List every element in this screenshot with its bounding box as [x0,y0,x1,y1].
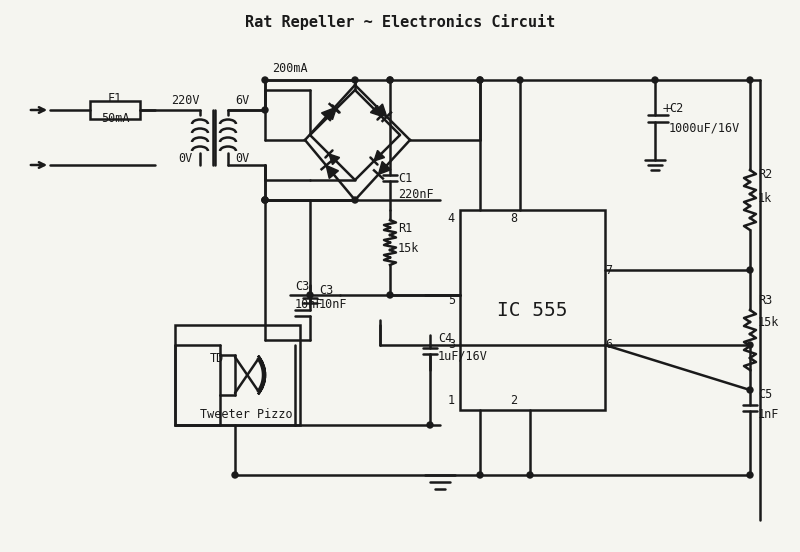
Text: 3: 3 [448,338,455,352]
Circle shape [387,77,393,83]
Circle shape [747,472,753,478]
Circle shape [262,197,268,203]
Circle shape [747,267,753,273]
Text: 2: 2 [510,394,517,406]
Text: TD: TD [210,352,224,364]
Text: C1: C1 [398,172,412,184]
Polygon shape [326,109,336,120]
Bar [90,101,140,119]
Circle shape [517,77,523,83]
Text: 10nF: 10nF [295,298,323,310]
Text: 6: 6 [605,338,612,352]
Circle shape [747,77,753,83]
Text: C4: C4 [438,332,452,344]
Text: C3: C3 [295,280,310,294]
Polygon shape [326,166,338,178]
Circle shape [747,342,753,348]
Text: 1uF/16V: 1uF/16V [438,349,488,363]
Circle shape [307,292,313,298]
Circle shape [352,77,358,83]
Text: R3: R3 [758,294,772,306]
Circle shape [387,292,393,298]
Text: 0V: 0V [235,151,249,164]
Text: 1: 1 [448,394,455,406]
Text: 0V: 0V [178,151,192,164]
Text: 15k: 15k [758,316,779,328]
Text: 50mA: 50mA [101,112,130,125]
Text: C3: C3 [319,284,334,296]
Text: 220V: 220V [170,93,199,107]
Circle shape [387,77,393,83]
Circle shape [747,387,753,393]
Text: 1000uF/16V: 1000uF/16V [669,121,740,135]
Circle shape [262,197,268,203]
Circle shape [352,197,358,203]
Text: Tweeter Pizzo: Tweeter Pizzo [200,408,293,422]
Circle shape [427,422,433,428]
Circle shape [477,472,483,478]
Text: 6V: 6V [235,93,249,107]
Text: R2: R2 [758,168,772,182]
Polygon shape [322,108,334,121]
Polygon shape [370,105,381,116]
Text: IC 555: IC 555 [498,300,568,320]
Text: 8: 8 [510,211,517,225]
Circle shape [262,77,268,83]
Bar [460,210,605,410]
Text: +: + [662,102,673,114]
Text: C2: C2 [669,102,683,114]
Text: 15k: 15k [398,242,419,254]
Bar [175,325,300,425]
Circle shape [232,472,238,478]
Text: 1nF: 1nF [758,408,779,422]
Circle shape [262,197,268,203]
Circle shape [652,77,658,83]
Circle shape [262,107,268,113]
Text: F1: F1 [108,93,122,105]
Polygon shape [374,151,385,161]
Text: 10nF: 10nF [319,299,347,311]
Polygon shape [374,104,386,116]
Text: 220nF: 220nF [398,188,434,201]
Text: 7: 7 [605,263,612,277]
Circle shape [527,472,533,478]
Text: Rat Repeller ~ Electronics Circuit: Rat Repeller ~ Electronics Circuit [245,14,555,30]
Text: R1: R1 [398,221,412,235]
Text: 1k: 1k [758,192,772,204]
Circle shape [477,77,483,83]
Text: 5: 5 [448,294,455,306]
Polygon shape [378,162,391,174]
Text: 200mA: 200mA [272,61,308,75]
Text: C5: C5 [758,389,772,401]
Text: 4: 4 [448,211,455,225]
Circle shape [477,77,483,83]
Polygon shape [329,154,339,164]
